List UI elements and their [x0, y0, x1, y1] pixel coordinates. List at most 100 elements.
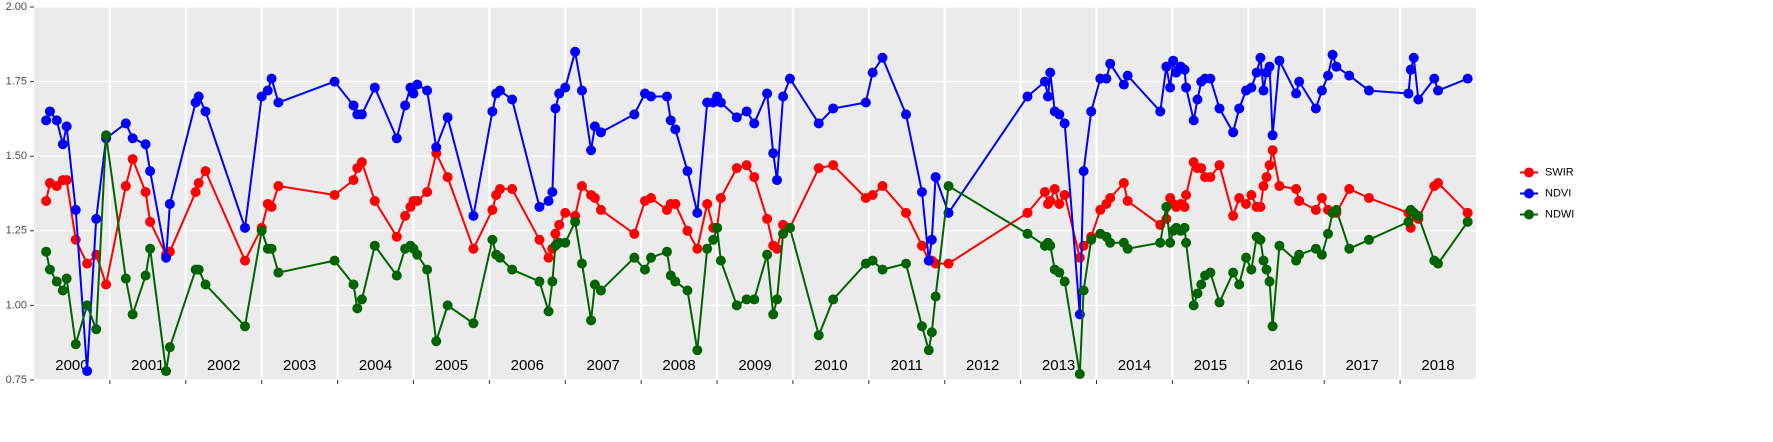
point [772, 243, 783, 254]
point [1165, 237, 1176, 248]
plot-panel [34, 7, 1476, 380]
y-tick-label: 1.25 [6, 225, 27, 237]
point [494, 252, 505, 263]
point [661, 246, 672, 257]
point [1122, 195, 1133, 206]
point [140, 139, 151, 150]
point [813, 330, 824, 341]
point [329, 76, 340, 87]
point [629, 228, 640, 239]
point [1363, 192, 1374, 203]
point [200, 106, 211, 117]
x-tick-label: 2001 [131, 357, 164, 374]
point [901, 109, 912, 120]
point [1234, 103, 1245, 114]
point [412, 195, 423, 206]
point [1054, 109, 1065, 120]
point [860, 97, 871, 108]
point [692, 243, 703, 254]
point [1105, 58, 1116, 69]
point [1251, 67, 1262, 78]
point [442, 172, 453, 183]
point [670, 276, 681, 287]
point [1168, 55, 1179, 66]
point [1241, 252, 1252, 263]
point [1122, 70, 1133, 81]
point [487, 234, 498, 245]
point [547, 187, 558, 198]
point [586, 145, 597, 156]
point [1214, 297, 1225, 308]
point [487, 204, 498, 215]
x-tick-label: 2015 [1194, 357, 1227, 374]
point [487, 106, 498, 117]
y-tick-label: 0.75 [6, 374, 27, 386]
point [145, 166, 156, 177]
point [926, 234, 937, 245]
point [1022, 91, 1033, 102]
point [702, 198, 713, 209]
point [1059, 189, 1070, 200]
point [543, 195, 554, 206]
point [1405, 64, 1416, 75]
point [127, 309, 138, 320]
point [646, 252, 657, 263]
point [348, 175, 359, 186]
point [161, 366, 172, 377]
point [867, 67, 878, 78]
point [629, 252, 640, 263]
point [57, 139, 68, 150]
point [1433, 85, 1444, 96]
point [356, 109, 367, 120]
point [193, 264, 204, 275]
point [431, 336, 442, 347]
point [1323, 70, 1334, 81]
point [901, 207, 912, 218]
point [877, 181, 888, 192]
x-tick-label: 2006 [511, 357, 544, 374]
point [778, 228, 789, 239]
point [1059, 276, 1070, 287]
point [1291, 88, 1302, 99]
point [1246, 189, 1257, 200]
point [943, 181, 954, 192]
point [639, 264, 650, 275]
point [570, 216, 581, 227]
point [1310, 103, 1321, 114]
point [715, 192, 726, 203]
point [682, 166, 693, 177]
point [576, 258, 587, 269]
point [741, 106, 752, 117]
point [507, 264, 518, 275]
point [554, 219, 565, 230]
point [140, 187, 151, 198]
point [670, 198, 681, 209]
point [1188, 300, 1199, 311]
point [813, 163, 824, 174]
point [1255, 201, 1266, 212]
point [749, 294, 760, 305]
point [494, 85, 505, 96]
x-tick-label: 2016 [1270, 357, 1303, 374]
point [595, 127, 606, 138]
point [923, 255, 934, 266]
point [1291, 184, 1302, 195]
point [1331, 204, 1342, 215]
point [82, 300, 93, 311]
point [682, 225, 693, 236]
point [916, 321, 927, 332]
point [1181, 189, 1192, 200]
point [164, 342, 175, 353]
point [41, 195, 52, 206]
point [1331, 61, 1342, 72]
x-tick-label: 2012 [966, 357, 999, 374]
point [1234, 192, 1245, 203]
point [266, 73, 277, 84]
point [145, 243, 156, 254]
x-tick-label: 2010 [814, 357, 847, 374]
point [741, 160, 752, 171]
point [82, 258, 93, 269]
point [1228, 127, 1239, 138]
point [164, 198, 175, 209]
point [1179, 201, 1190, 212]
